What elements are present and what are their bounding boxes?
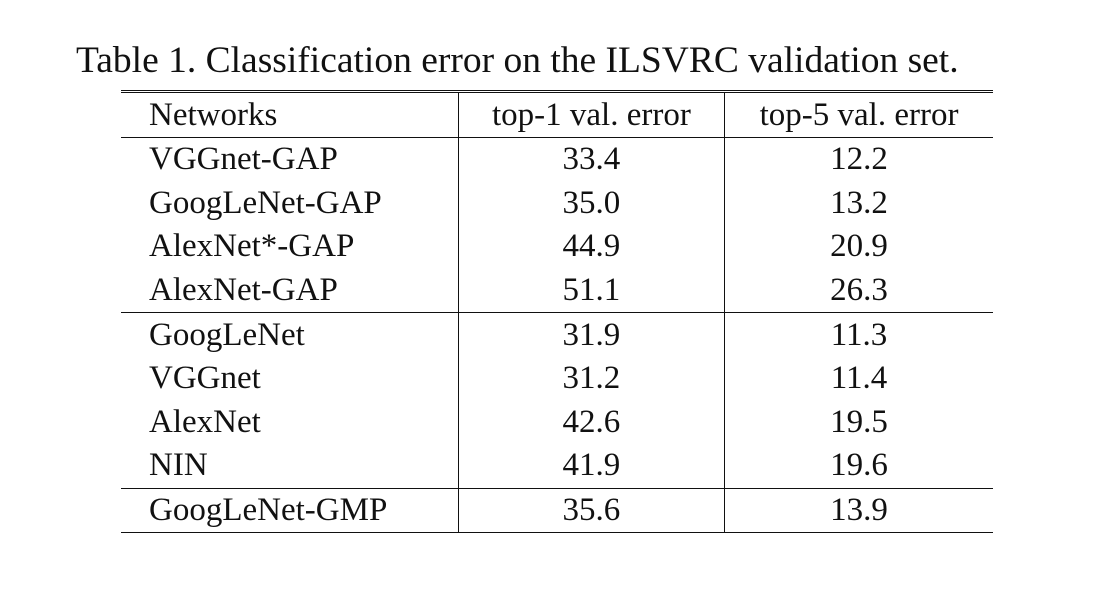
network-name: NIN xyxy=(121,444,459,489)
table-row: GoogLeNet 31.9 11.3 xyxy=(121,312,993,357)
network-name: VGGnet-GAP xyxy=(149,141,338,178)
top1-error-cell: 35.0 xyxy=(457,181,725,226)
top5-error-cell: 12.2 xyxy=(724,137,993,182)
table-row: AlexNet 42.6 19.5 xyxy=(121,400,993,445)
top1-error-cell: 31.9 xyxy=(457,312,725,357)
top1-error-cell: 33.4 xyxy=(457,137,725,182)
network-name: GoogLeNet-GMP xyxy=(121,488,459,534)
header-row: Networks top-1 val. error top-5 val. err… xyxy=(121,90,993,138)
top5-error-cell: 19.5 xyxy=(724,400,993,445)
header-top5-error: top-5 val. error xyxy=(724,90,993,138)
header-top1-error: top-1 val. error xyxy=(457,90,725,138)
network-name: VGGnet xyxy=(149,360,261,397)
results-table: Networks top-1 val. error top-5 val. err… xyxy=(121,90,993,534)
top5-error-cell: 11.3 xyxy=(724,312,993,357)
network-name: GoogLeNet-GAP xyxy=(149,184,382,221)
table-row: NIN 41.9 19.6 xyxy=(121,444,993,489)
table-row: GoogLeNet-GMP 35.6 13.9 xyxy=(121,488,993,534)
top5-error-cell: 26.3 xyxy=(724,268,993,314)
top5-error-cell: 11.4 xyxy=(724,356,993,401)
top1-error-cell: 41.9 xyxy=(457,444,725,489)
network-name: GoogLeNet xyxy=(149,316,305,353)
table-header: Networks top-1 val. error top-5 val. err… xyxy=(121,90,993,138)
table-row: GoogLeNet-GAP 35.0 13.2 xyxy=(121,181,993,226)
table-caption: Table 1. Classification error on the ILS… xyxy=(76,40,959,81)
top1-error-cell: 35.6 xyxy=(457,488,725,534)
table-group-gap: VGGnet-GAP 33.4 12.2 GoogLeNet-GAP 35.0 … xyxy=(121,137,993,314)
top5-error-cell: 13.2 xyxy=(724,181,993,226)
network-name: AlexNet xyxy=(149,403,261,440)
top1-error-cell: 51.1 xyxy=(457,268,725,314)
table-group-baseline: GoogLeNet 31.9 11.3 VGGnet 31.2 11.4 Ale… xyxy=(121,312,993,489)
table-row: VGGnet-GAP 33.4 12.2 xyxy=(121,137,993,182)
network-name: AlexNet-GAP xyxy=(121,268,459,314)
table-row: AlexNet-GAP 51.1 26.3 xyxy=(121,268,993,314)
top1-error-cell: 42.6 xyxy=(457,400,725,445)
header-networks: Networks xyxy=(121,90,459,138)
table-row: AlexNet*-GAP 44.9 20.9 xyxy=(121,225,993,269)
top5-error-cell: 19.6 xyxy=(724,444,993,489)
top1-error-cell: 31.2 xyxy=(457,356,725,401)
table-row: VGGnet 31.2 11.4 xyxy=(121,356,993,401)
table-group-gmp: GoogLeNet-GMP 35.6 13.9 xyxy=(121,488,993,534)
network-name: AlexNet*-GAP xyxy=(149,228,355,265)
top5-error-cell: 13.9 xyxy=(724,488,993,534)
top5-error-cell: 20.9 xyxy=(724,225,993,269)
top1-error-cell: 44.9 xyxy=(457,225,725,269)
